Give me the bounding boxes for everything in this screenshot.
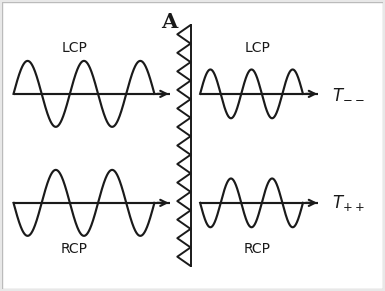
Text: LCP: LCP <box>62 41 87 55</box>
Text: LCP: LCP <box>244 41 270 55</box>
Text: RCP: RCP <box>61 242 88 256</box>
FancyBboxPatch shape <box>2 2 383 289</box>
Text: $T_{++}$: $T_{++}$ <box>332 193 365 213</box>
Text: $T_{--}$: $T_{--}$ <box>332 85 365 102</box>
Text: A: A <box>162 12 178 32</box>
Text: RCP: RCP <box>244 242 271 256</box>
